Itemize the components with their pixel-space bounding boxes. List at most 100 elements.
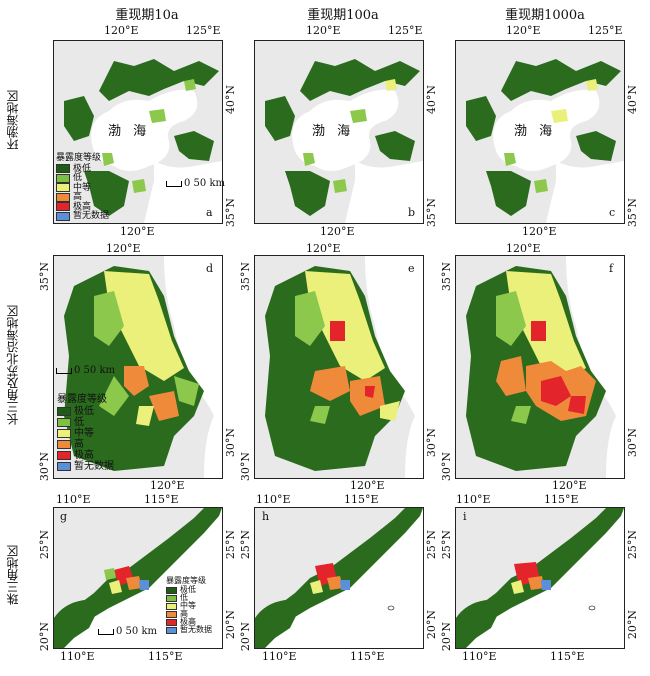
legend-item: 暂无数据: [57, 461, 114, 472]
legend-title: 暴露度等级: [56, 153, 102, 163]
tick-bottom-120e-a: 120°E: [120, 225, 155, 238]
tick-top-110e-i: 110°E: [456, 493, 491, 506]
tick-bottom-115e-g: 115°E: [148, 650, 183, 663]
legend-swatch: [56, 173, 70, 183]
tick-top-125e-b: 125°E: [388, 24, 423, 37]
tick-bottom-110e-g: 110°E: [60, 650, 95, 663]
legend-swatch: [166, 602, 177, 610]
tick-right-40n-b: 40°N: [425, 85, 438, 115]
tick-right-20n-h: 20°N: [425, 610, 438, 640]
legend-item: 低: [57, 417, 114, 428]
tick-left-20n-g: 20°N: [38, 622, 51, 652]
tick-bottom-115e-i: 115°E: [550, 650, 585, 663]
tick-top-115e-h: 115°E: [344, 493, 379, 506]
legend-title: 暴露度等级: [57, 394, 107, 405]
legend-swatch: [166, 626, 177, 634]
tick-bottom-120e-b: 120°E: [320, 225, 355, 238]
panel-letter-f: f: [609, 262, 614, 275]
tick-top-115e-i: 115°E: [544, 493, 579, 506]
legend-item: 低: [56, 173, 109, 183]
legend-swatch: [57, 440, 71, 449]
legend-swatch: [56, 192, 70, 202]
legend-item: 极低: [56, 164, 109, 174]
sea-label-c: 渤 海: [514, 124, 557, 139]
legend-item: 极高: [166, 618, 212, 626]
tick-top-120e-d: 120°E: [106, 242, 141, 255]
legend-item: 高: [56, 192, 109, 202]
tick-left-30n-e: 30°N: [239, 452, 252, 482]
legend-item: 极低: [57, 406, 114, 417]
tick-right-40n-a: 40°N: [224, 85, 237, 115]
legend-item: 中等: [57, 428, 114, 439]
scale-bar-yangtze: 0 50 km: [56, 365, 115, 376]
legend-item: 中等: [56, 183, 109, 193]
legend-swatch: [56, 211, 70, 221]
map-panel-a: [53, 40, 223, 224]
panel-letter-b: b: [408, 206, 416, 219]
tick-top-120e-b: 120°E: [306, 24, 341, 37]
tick-bottom-120e-f: 120°E: [552, 479, 587, 492]
panel-letter-i: i: [463, 510, 467, 523]
legend-item: 高: [57, 439, 114, 450]
tick-right-40n-c: 40°N: [626, 85, 639, 115]
tick-bottom-110e-i: 110°E: [462, 650, 497, 663]
panel-letter-c: c: [609, 206, 616, 219]
tick-top-110e-h: 110°E: [256, 493, 291, 506]
tick-bottom-120e-d: 120°E: [150, 479, 185, 492]
column-title-1000a: 重现期1000a: [505, 8, 585, 23]
tick-left-35n-f: 35°N: [440, 262, 453, 292]
tick-right-25n-g: 25°N: [224, 530, 237, 560]
legend-swatch: [56, 183, 70, 193]
legend-swatch: [166, 594, 177, 602]
legend-swatch: [166, 610, 177, 618]
legend-yangtze: 暴露度等级 极低 低 中等 高 极高 暂无数据: [57, 394, 114, 472]
sea-label-a: 渤 海: [108, 124, 151, 139]
map-panel-e: [254, 255, 424, 479]
tick-right-30n-f: 30°N: [626, 428, 639, 458]
column-title-100a: 重现期100a: [307, 8, 379, 23]
map-panel-f: [455, 255, 625, 479]
tick-top-120e-a: 120°E: [104, 24, 139, 37]
tick-top-125e-c: 125°E: [588, 24, 623, 37]
legend-bohai: 暴露度等级 极低 低 中等 高 极高 暂无数据: [56, 153, 109, 221]
legend-swatch: [166, 586, 177, 594]
legend-swatch: [57, 418, 71, 427]
tick-bottom-120e-c: 120°E: [522, 225, 557, 238]
tick-left-25n-h: 25°N: [239, 530, 252, 560]
map-panel-c: [455, 40, 625, 224]
tick-left-35n-e: 35°N: [239, 262, 252, 292]
tick-right-25n-h: 25°N: [425, 530, 438, 560]
tick-right-35n-c: 35°N: [626, 198, 639, 228]
map-panel-i: [455, 507, 625, 649]
tick-right-20n-i: 20°N: [626, 610, 639, 640]
tick-top-120e-c: 120°E: [506, 24, 541, 37]
tick-right-30n-d: 30°N: [224, 428, 237, 458]
legend-swatch: [166, 618, 177, 626]
legend-item: 中等: [166, 602, 212, 610]
legend-swatch: [57, 462, 71, 471]
tick-top-115e-g: 115°E: [144, 493, 179, 506]
map-panel-d: [53, 255, 223, 479]
tick-right-35n-b: 35°N: [425, 198, 438, 228]
legend-item: 暂无数据: [56, 211, 109, 221]
tick-left-35n-d: 35°N: [38, 262, 51, 292]
tick-left-20n-h: 20°N: [239, 622, 252, 652]
tick-left-25n-i: 25°N: [440, 530, 453, 560]
legend-item: 极高: [57, 450, 114, 461]
row-label-pearl: 珠三角地区: [6, 545, 20, 605]
map-panel-b: [254, 40, 424, 224]
tick-top-125e-a: 125°E: [186, 24, 221, 37]
scale-bar-pearl: 0 50 km: [98, 626, 157, 637]
panel-letter-d: d: [206, 262, 214, 275]
panel-letter-e: e: [408, 262, 415, 275]
tick-right-20n-g: 20°N: [224, 610, 237, 640]
tick-left-30n-f: 30°N: [440, 452, 453, 482]
tick-bottom-120e-e: 120°E: [350, 479, 385, 492]
panel-letter-h: h: [262, 510, 270, 523]
column-title-10a: 重现期10a: [115, 8, 179, 23]
tick-right-25n-i: 25°N: [626, 530, 639, 560]
legend-item: 高: [166, 610, 212, 618]
map-panel-h: [254, 507, 424, 649]
tick-bottom-115e-h: 115°E: [350, 650, 385, 663]
legend-title: 暴露度等级: [166, 576, 206, 585]
